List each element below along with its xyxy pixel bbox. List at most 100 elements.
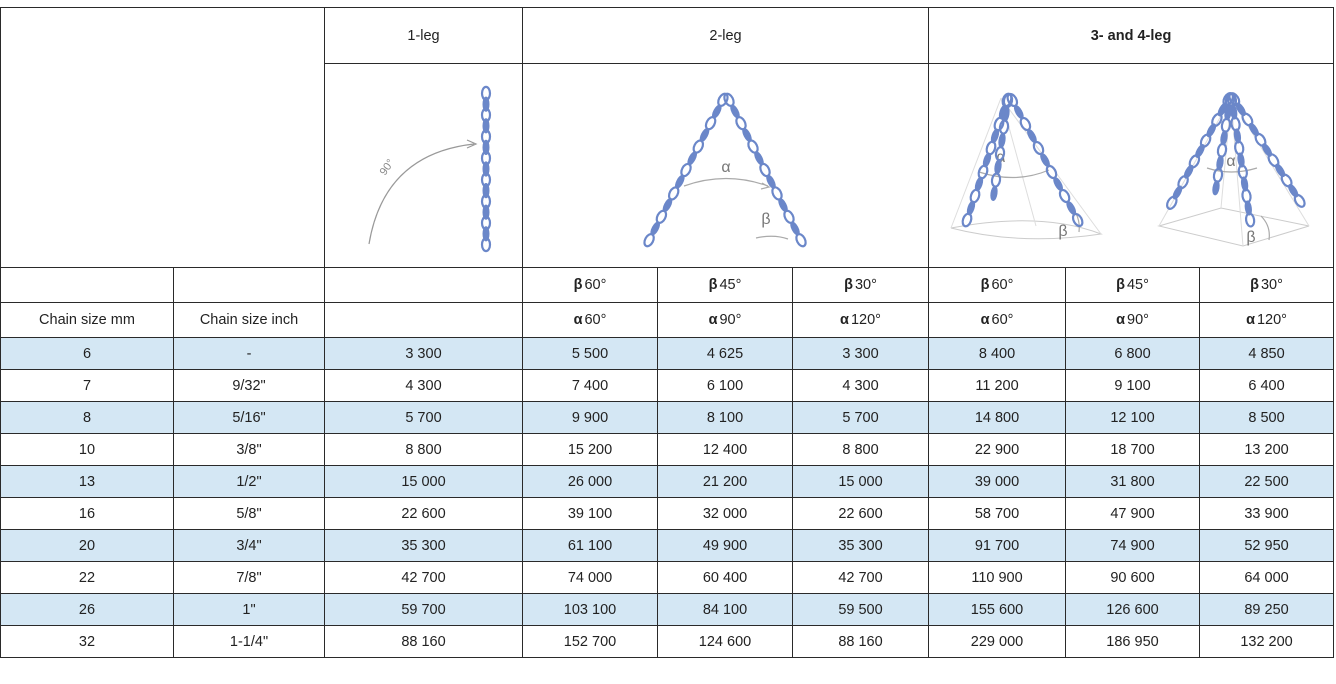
beta-label: β	[761, 211, 770, 228]
table-row: 32 1-1/4" 88 160 152 700 124 600 88 160 …	[0, 625, 1335, 658]
load-value: 89 250	[1199, 593, 1335, 626]
table-row: 20 3/4" 35 300 61 100 49 900 35 300 91 7…	[0, 529, 1335, 562]
group-header-row: 1-leg 2-leg 3- and 4-leg	[0, 7, 1335, 268]
chain-size-mm: 26	[0, 593, 174, 626]
header-3-4-leg: 3- and 4-leg	[928, 7, 1335, 64]
load-value: 42 700	[791, 561, 930, 594]
chain-link	[1040, 152, 1050, 167]
load-value: 60 400	[657, 561, 793, 594]
load-value: 26 000	[522, 465, 658, 498]
load-value: 74 900	[1065, 529, 1201, 562]
load-value: 32 000	[657, 497, 793, 530]
four-leg-pyramid: α β	[1157, 91, 1310, 247]
chain-size-inch: 1-1/4"	[173, 625, 325, 658]
diagram-2-leg-cell: α β	[521, 63, 930, 268]
chain-link	[1002, 105, 1010, 121]
diagram-1-leg-cell: 90°	[324, 63, 523, 268]
load-value: 35 300	[324, 529, 523, 562]
load-value: 9 100	[1065, 369, 1201, 402]
load-value: 15 000	[791, 465, 930, 498]
alpha-angle-cell: α 90°	[657, 302, 793, 338]
chain-link	[1027, 128, 1037, 143]
load-value: 58 700	[928, 497, 1067, 530]
chain-leg-icon	[642, 92, 729, 247]
diagram-row: 90° α β α	[1, 63, 1335, 268]
load-value: 8 800	[791, 433, 930, 466]
load-value: 3 300	[791, 337, 930, 370]
blank-header-cell	[0, 7, 325, 268]
table-row: 26 1" 59 700 103 100 84 100 59 500 155 6…	[0, 593, 1335, 626]
load-value: 124 600	[657, 625, 793, 658]
chain-link	[1166, 195, 1178, 210]
beta-label-3leg: β	[1058, 223, 1067, 240]
load-value: 6 800	[1065, 337, 1201, 370]
load-value: 39 100	[522, 497, 658, 530]
load-value: 31 800	[1065, 465, 1201, 498]
load-value: 110 900	[928, 561, 1067, 594]
chain-link	[481, 96, 489, 112]
chain-link	[1066, 200, 1077, 215]
chain-link	[1071, 212, 1084, 227]
chain-link	[1172, 185, 1183, 199]
chain-size-inch: 3/4"	[173, 529, 325, 562]
diagram-3-4-leg-cell: α β α β	[928, 63, 1335, 268]
load-value: 15 200	[522, 433, 658, 466]
table-row: 7 9/32" 4 300 7 400 6 100 4 300 11 200 9…	[0, 369, 1335, 402]
load-value: 22 600	[791, 497, 930, 530]
load-value: 22 600	[324, 497, 523, 530]
load-table: 1-leg 2-leg 3- and 4-leg 90° α β	[0, 7, 1335, 658]
chain-size-inch: -	[173, 337, 325, 370]
chain-link	[969, 188, 981, 203]
alpha-label: α	[721, 159, 730, 176]
load-value: 15 000	[324, 465, 523, 498]
beta-angle-row: β 60° β 45° β 30° β 60° β 45° β 30°	[0, 267, 1335, 303]
alpha-label-4leg: α	[1226, 153, 1235, 170]
load-value: 229 000	[928, 625, 1067, 658]
chain-size-inch: 5/8"	[173, 497, 325, 530]
chain-link	[642, 232, 655, 247]
empty-cell	[324, 267, 523, 303]
table-row: 10 3/8" 8 800 15 200 12 400 8 800 22 900…	[0, 433, 1335, 466]
three-leg-cone: α β	[950, 92, 1103, 240]
load-value: 39 000	[928, 465, 1067, 498]
load-value: 6 100	[657, 369, 793, 402]
chain-link	[994, 158, 1002, 174]
load-value: 12 400	[657, 433, 793, 466]
load-value: 4 625	[657, 337, 793, 370]
alpha-angle-cell: α 60°	[522, 302, 658, 338]
chain-leg-icon	[1226, 91, 1256, 228]
chain-leg-icon	[1228, 91, 1306, 208]
load-value: 8 400	[928, 337, 1067, 370]
chain-link	[1206, 122, 1217, 137]
load-value: 22 900	[928, 433, 1067, 466]
alpha-angle-cell: α 90°	[1065, 302, 1201, 338]
load-value: 132 200	[1199, 625, 1335, 658]
alpha-angle-cell: α 120°	[791, 302, 930, 338]
load-value: 88 160	[791, 625, 930, 658]
load-value: 91 700	[928, 529, 1067, 562]
empty-cell	[0, 267, 174, 303]
chain-leg-icon	[990, 92, 1014, 201]
chain-link	[990, 185, 998, 201]
chain-leg-icon	[480, 85, 491, 252]
load-value: 18 700	[1065, 433, 1201, 466]
table-row: 8 5/16" 5 700 9 900 8 100 5 700 14 800 1…	[0, 401, 1335, 434]
column-header-chain-mm: Chain size mm	[0, 302, 174, 338]
load-value: 52 950	[1199, 529, 1335, 562]
multi-leg-sling-diagram: α β α β	[950, 91, 1310, 247]
load-value: 103 100	[522, 593, 658, 626]
chain-link	[1220, 129, 1228, 145]
chain-link	[1216, 154, 1224, 170]
chain-link	[794, 232, 807, 247]
chain-link	[961, 212, 973, 227]
load-value: 59 500	[791, 593, 930, 626]
chain-size-inch: 3/8"	[173, 433, 325, 466]
load-value: 61 100	[522, 529, 658, 562]
chain-size-inch: 1"	[173, 593, 325, 626]
load-value: 33 900	[1199, 497, 1335, 530]
load-value: 84 100	[657, 593, 793, 626]
chain-link	[481, 225, 489, 241]
table-row: 6 - 3 300 5 500 4 625 3 300 8 400 6 800 …	[0, 337, 1335, 370]
chain-size-mm: 20	[0, 529, 174, 562]
load-value: 5 700	[324, 401, 523, 434]
